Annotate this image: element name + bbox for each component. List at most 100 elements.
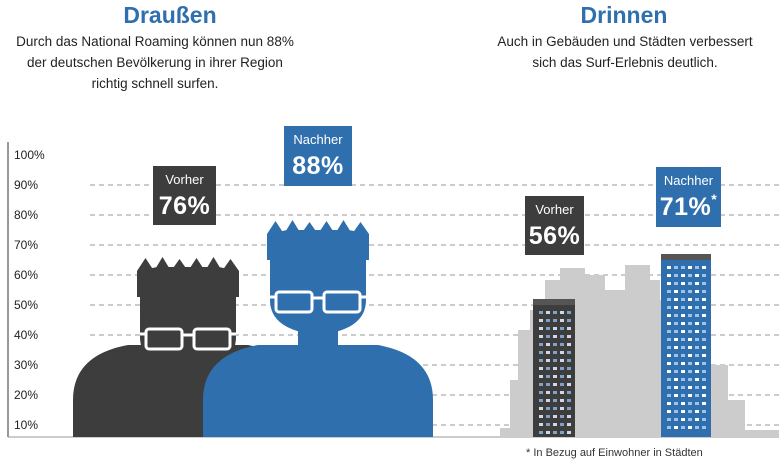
building-after-window bbox=[674, 282, 678, 285]
building-after-window bbox=[681, 410, 685, 413]
building-after-window bbox=[681, 370, 685, 373]
building-after-window bbox=[695, 418, 699, 421]
building-after-window bbox=[674, 362, 678, 365]
building-before-window bbox=[560, 375, 564, 378]
building-before-window bbox=[553, 391, 557, 394]
building-after-window bbox=[702, 290, 706, 293]
building-after-window bbox=[695, 354, 699, 357]
building-before-window bbox=[546, 391, 550, 394]
person-before-glasses-right bbox=[192, 327, 232, 351]
building-before-window bbox=[546, 343, 550, 346]
building-after-window bbox=[681, 298, 685, 301]
building-before-window bbox=[567, 335, 571, 338]
building-after-window bbox=[688, 330, 692, 333]
outside-after-label: Nachher 88% bbox=[284, 126, 352, 186]
inside-after-caption: Nachher bbox=[663, 173, 714, 188]
y-tick-label: 90% bbox=[14, 178, 38, 192]
building-after-window bbox=[688, 410, 692, 413]
building-after-window bbox=[695, 314, 699, 317]
building-after-window bbox=[702, 322, 706, 325]
building-before-window bbox=[546, 415, 550, 418]
building-after-window bbox=[695, 386, 699, 389]
building-after-window bbox=[681, 426, 685, 429]
building-after-window bbox=[681, 354, 685, 357]
y-tick-label: 20% bbox=[14, 388, 38, 402]
building-before-window bbox=[560, 383, 564, 386]
building-after-window bbox=[688, 282, 692, 285]
building-after-window bbox=[695, 282, 699, 285]
inside-description: Auch in Gebäuden und Städten verbessert … bbox=[470, 31, 779, 73]
building-before-window bbox=[539, 327, 543, 330]
building-after-window bbox=[695, 298, 699, 301]
building-after-window bbox=[674, 354, 678, 357]
building-after-window bbox=[695, 274, 699, 277]
building-after-window bbox=[681, 402, 685, 405]
building-after-window bbox=[667, 290, 671, 293]
building-after-window bbox=[667, 362, 671, 365]
building-after-window bbox=[674, 266, 678, 269]
building-after-window bbox=[688, 314, 692, 317]
building-after-window bbox=[667, 338, 671, 341]
building-before-window bbox=[553, 359, 557, 362]
outside-desc-line: der deutschen Bevölkerung in ihrer Regio… bbox=[27, 55, 283, 70]
outside-desc-line: Durch das National Roaming können nun 88… bbox=[16, 34, 294, 49]
building-after-window bbox=[688, 274, 692, 277]
y-tick-label: 60% bbox=[14, 268, 38, 282]
building-before-window bbox=[560, 351, 564, 354]
building-after-window bbox=[702, 378, 706, 381]
person-after-glasses-right bbox=[322, 290, 362, 314]
building-after-roof bbox=[661, 254, 711, 260]
building-after-window bbox=[674, 298, 678, 301]
building-after-window bbox=[702, 386, 706, 389]
building-after-window bbox=[681, 266, 685, 269]
person-before-glasses-left bbox=[144, 327, 184, 351]
building-after-window bbox=[667, 322, 671, 325]
building-before-window bbox=[553, 431, 557, 434]
building-before-window bbox=[567, 319, 571, 322]
building-after-window bbox=[702, 282, 706, 285]
building-before-window bbox=[553, 327, 557, 330]
building-before-window bbox=[539, 383, 543, 386]
building-before-window bbox=[567, 431, 571, 434]
building-after-window bbox=[695, 370, 699, 373]
building-after-window bbox=[674, 394, 678, 397]
building-before-window bbox=[546, 431, 550, 434]
building-after-window bbox=[702, 306, 706, 309]
person-after bbox=[203, 220, 433, 437]
inside-title: Drinnen bbox=[580, 2, 668, 28]
inside-after-value: 71%* bbox=[656, 191, 721, 222]
building-before-window bbox=[553, 407, 557, 410]
building-after-window bbox=[667, 354, 671, 357]
building-after-window bbox=[695, 402, 699, 405]
y-tick-label: 50% bbox=[14, 298, 38, 312]
building-before-window bbox=[546, 383, 550, 386]
building-after-window bbox=[688, 418, 692, 421]
building-after-window bbox=[702, 266, 706, 269]
building-after-window bbox=[674, 402, 678, 405]
building-before-window bbox=[539, 311, 543, 314]
building-before-window bbox=[560, 343, 564, 346]
building-before-window bbox=[560, 367, 564, 370]
building-after-window bbox=[702, 362, 706, 365]
building-before-window bbox=[539, 415, 543, 418]
building-after-window bbox=[688, 338, 692, 341]
building-after-window bbox=[688, 306, 692, 309]
building-before-window bbox=[560, 415, 564, 418]
building-before-window bbox=[567, 359, 571, 362]
outside-before-caption: Vorher bbox=[165, 172, 204, 187]
building-after-window bbox=[681, 282, 685, 285]
building-after-window bbox=[688, 346, 692, 349]
outside-before-value: 76% bbox=[158, 192, 211, 220]
building-after-window bbox=[681, 306, 685, 309]
building-after-window bbox=[674, 378, 678, 381]
building-before-window bbox=[553, 399, 557, 402]
building-after-window bbox=[681, 346, 685, 349]
inside-before-caption: Vorher bbox=[535, 202, 574, 217]
building-before-window bbox=[560, 391, 564, 394]
building-before-window bbox=[546, 367, 550, 370]
y-tick-label: 80% bbox=[14, 208, 38, 222]
outside-desc-line: richtig schnell surfen. bbox=[91, 76, 219, 91]
inside-desc-line: sich das Surf-Erlebnis deutlich. bbox=[532, 55, 718, 70]
building-before-window bbox=[553, 375, 557, 378]
